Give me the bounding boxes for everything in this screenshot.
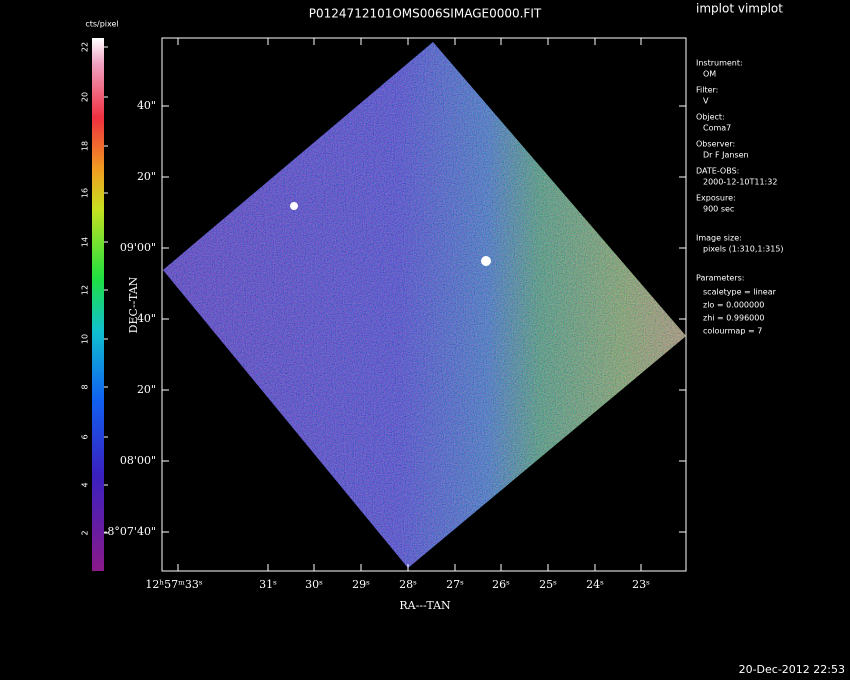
colorbar-tick-label: 22: [81, 42, 90, 52]
star: [290, 202, 298, 210]
x-tick-label: 27ˢ: [446, 578, 464, 591]
plot-frame: [161, 37, 687, 572]
x-tick-label: 23ˢ: [632, 578, 650, 591]
info-label: Exposure:: [696, 194, 736, 203]
x-tick-label: 12ʰ57ᵐ33ˢ: [145, 578, 202, 591]
info-value: 900 sec: [703, 205, 734, 214]
info-value: Dr F Jansen: [703, 151, 749, 160]
x-tick-label: 28ˢ: [399, 578, 417, 591]
y-tick-label: 20": [137, 170, 156, 183]
y-tick-label: 40": [137, 99, 156, 112]
y-tick-label: 09'00": [120, 241, 156, 254]
y-tick-label: 20": [137, 383, 156, 396]
info-label: Image size:: [696, 234, 742, 243]
info-label: Instrument:: [696, 59, 743, 68]
info-value: OM: [703, 70, 716, 79]
info-value: 2000-12-10T11:32: [703, 178, 777, 187]
colorbar-tick-label: 14: [81, 237, 90, 247]
colorbar-tick-label: 4: [81, 482, 90, 487]
colorbar-ticks: 22 20 18 16 14 12 10 8 6 4 2: [81, 42, 108, 536]
x-tick-label: 29ˢ: [352, 578, 370, 591]
colorbar-tick-label: 20: [81, 92, 90, 102]
colorbar-tick-label: 16: [81, 188, 90, 198]
parameter-line: zhi = 0.996000: [703, 314, 764, 323]
y-tick-label: 40": [137, 312, 156, 325]
colorbar-label: cts/pixel: [85, 20, 118, 29]
parameter-line: scaletype = linear: [703, 288, 777, 297]
sky-image: [163, 42, 686, 568]
star: [481, 256, 491, 266]
info-value: Coma7: [703, 124, 731, 133]
timestamp: 20-Dec-2012 22:53: [739, 663, 845, 676]
colorbar-tick-label: 12: [81, 285, 90, 295]
y-tick-label: 08'00": [120, 454, 156, 467]
colorbar-tick-label: 10: [81, 334, 90, 344]
image-title: P0124712101OMS006SIMAGE0000.FIT: [309, 7, 542, 21]
info-value: pixels (1:310,1:315): [703, 245, 784, 254]
x-tick-label: 24ˢ: [586, 578, 604, 591]
info-label: DATE-OBS:: [696, 167, 739, 176]
program-name: implot vimplot: [696, 2, 783, 16]
x-tick-label: 25ˢ: [539, 578, 557, 591]
info-label: Observer:: [696, 140, 735, 149]
x-tick-label: 26ˢ: [492, 578, 510, 591]
parameter-line: zlo = 0.000000: [703, 301, 764, 310]
colorbar-tick-label: 18: [81, 141, 90, 151]
axis-ticks: 12ʰ57ᵐ33ˢ 31ˢ 30ˢ 29ˢ 28ˢ 27ˢ 26ˢ 25ˢ 24ˢ 23ˢ 40" 2…: [104, 38, 686, 591]
info-label: Object:: [696, 113, 725, 122]
info-label: Filter:: [696, 86, 718, 95]
colorbar-tick-label: 6: [81, 434, 90, 439]
colorbar-tick-label: 8: [81, 384, 90, 389]
parameter-line: colourmap = 7: [703, 327, 762, 336]
x-tick-label: 31ˢ: [259, 578, 277, 591]
y-tick-label: -8°07'40": [104, 525, 156, 538]
info-label: Parameters:: [696, 274, 744, 283]
x-axis-label: RA---TAN: [399, 599, 451, 612]
colorbar: [92, 38, 104, 571]
info-value: V: [703, 97, 709, 106]
colorbar-tick-label: 2: [81, 530, 90, 535]
y-axis-label: DEC--TAN: [127, 276, 140, 333]
x-tick-label: 30ˢ: [305, 578, 323, 591]
info-panel: Instrument: OM Filter: V Object: Coma7 Observe…: [696, 59, 784, 336]
